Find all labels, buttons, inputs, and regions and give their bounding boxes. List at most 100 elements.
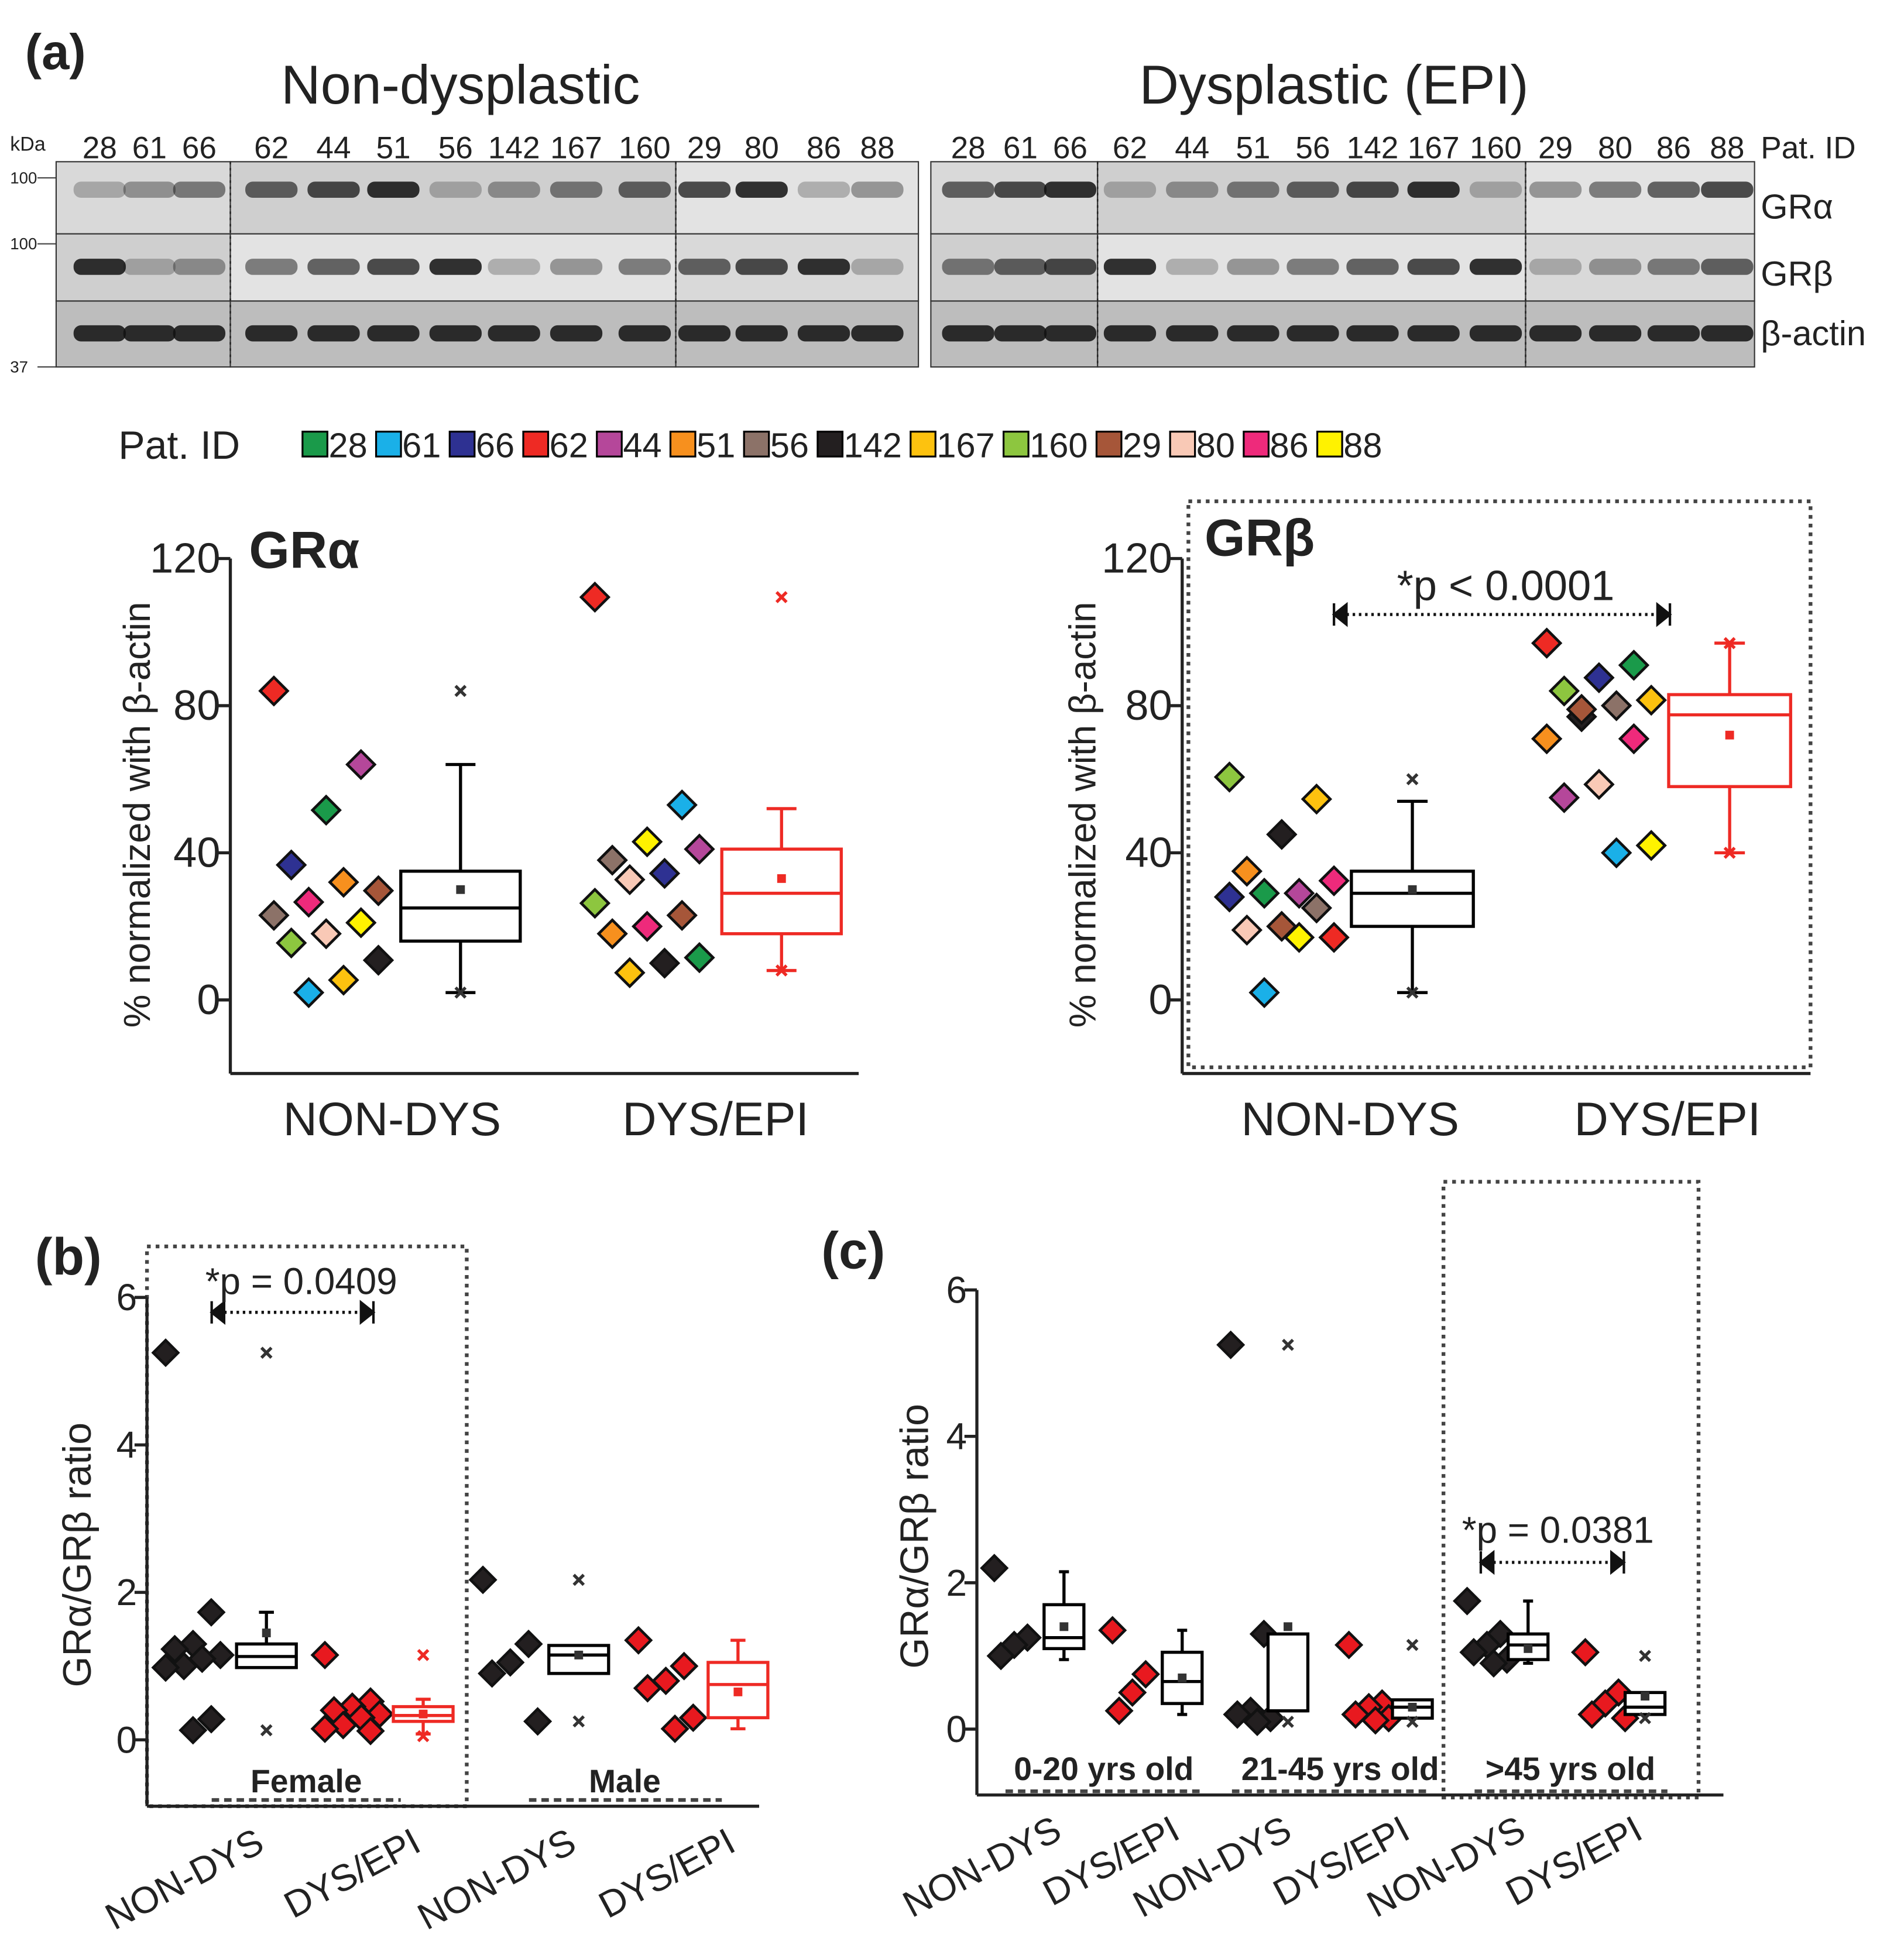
extreme-marker (260, 1724, 273, 1737)
extreme-marker (454, 986, 467, 999)
data-point (151, 1338, 180, 1368)
mean (733, 1687, 743, 1696)
kda-marker: 100 (10, 235, 37, 253)
data-point (1341, 1700, 1370, 1729)
blot-band (73, 259, 126, 275)
data-point (1213, 761, 1246, 793)
blot-band (429, 181, 482, 198)
blot-band (245, 259, 298, 275)
box (1350, 870, 1475, 928)
mean (574, 1650, 584, 1660)
data-point (151, 1653, 180, 1682)
extreme-marker (1406, 986, 1419, 999)
lane-label: 28 (951, 130, 986, 165)
blot-band (797, 325, 850, 342)
data-point (649, 857, 681, 889)
y-tick-label: 0 (946, 1708, 967, 1750)
blot-band (245, 181, 298, 198)
data-point (205, 1640, 235, 1669)
y-axis-label: GRα/GRβ ratio (55, 1423, 100, 1688)
lane-label: 80 (1598, 130, 1632, 165)
blot-band (994, 325, 1047, 342)
blot-band (1701, 259, 1754, 275)
blot-band (1044, 259, 1097, 275)
blot-band (678, 325, 731, 342)
annotation: *p = 0.0381 (1462, 1509, 1654, 1551)
blot-band (245, 325, 298, 342)
highlight-box (1186, 499, 1813, 1070)
y-axis-label: GRα/GRβ ratio (893, 1404, 937, 1669)
data-point (345, 907, 377, 939)
blot-band (550, 181, 603, 198)
legend-swatch (669, 431, 697, 458)
lane-label: 56 (1295, 130, 1330, 165)
data-point (1283, 922, 1315, 953)
lane-label: 61 (132, 130, 167, 165)
group-label: 0-20 yrs old (1014, 1751, 1193, 1787)
data-point (328, 1710, 358, 1740)
blot-band (1469, 259, 1522, 275)
data-point (666, 899, 698, 931)
data-point (1531, 627, 1563, 659)
blot-band (1103, 325, 1157, 342)
blot-band (1407, 259, 1460, 275)
data-point (1266, 819, 1298, 850)
category-label: NON-DYS (1241, 1093, 1459, 1146)
extreme-marker (454, 685, 467, 698)
arrow-head (1478, 1550, 1495, 1575)
y-tick-label: 2 (946, 1562, 967, 1604)
data-point (666, 789, 698, 821)
blot-band (678, 181, 731, 198)
data-point (345, 748, 377, 781)
data-point (276, 927, 307, 959)
data-point (1118, 1678, 1147, 1707)
blot-band (173, 325, 226, 342)
mean (777, 874, 786, 883)
y-tick-label: 2 (116, 1571, 137, 1613)
blot-band (488, 325, 540, 342)
extreme-marker (1723, 847, 1736, 859)
mean (1408, 885, 1417, 894)
legend-label: 29 (1123, 426, 1161, 465)
data-point (1334, 1630, 1364, 1660)
data-point (1361, 1706, 1390, 1735)
extreme-marker (417, 1648, 430, 1661)
blot-band (73, 325, 126, 342)
extreme-marker (1639, 1650, 1651, 1662)
data-point (523, 1707, 553, 1736)
panel-label: (a) (25, 25, 86, 80)
data-point (1249, 1619, 1278, 1648)
panel-label: (b) (35, 1227, 102, 1286)
data-point (684, 942, 715, 974)
mean (1641, 1692, 1650, 1701)
data-point (614, 864, 646, 895)
data-point (1583, 662, 1615, 693)
data-point (631, 911, 663, 942)
lane-label: 167 (1408, 130, 1460, 165)
data-point (310, 918, 342, 950)
data-point (356, 1716, 385, 1746)
arrow-head (1610, 1550, 1626, 1575)
annotation: *p = 0.0409 (205, 1260, 397, 1303)
data-point (1618, 723, 1650, 755)
extreme-marker (572, 1715, 585, 1728)
data-point (1570, 1638, 1600, 1667)
blot-background (1525, 161, 1755, 235)
data-point (1479, 1648, 1508, 1678)
legend-label: 61 (402, 426, 441, 465)
annotation: *p < 0.0001 (1397, 562, 1615, 609)
legend-swatch (817, 431, 844, 458)
lane-label: 142 (488, 130, 540, 165)
data-point (1216, 1330, 1246, 1359)
blot-band (1529, 325, 1582, 342)
kda-marker: 100 (10, 169, 37, 187)
data-point (310, 794, 342, 826)
data-point (1248, 977, 1280, 1008)
data-point (1566, 693, 1597, 725)
data-point (1548, 782, 1580, 813)
blot-band (942, 325, 994, 342)
legend-swatch (301, 431, 328, 458)
data-point (310, 1640, 339, 1669)
group-label: Female (251, 1763, 362, 1799)
